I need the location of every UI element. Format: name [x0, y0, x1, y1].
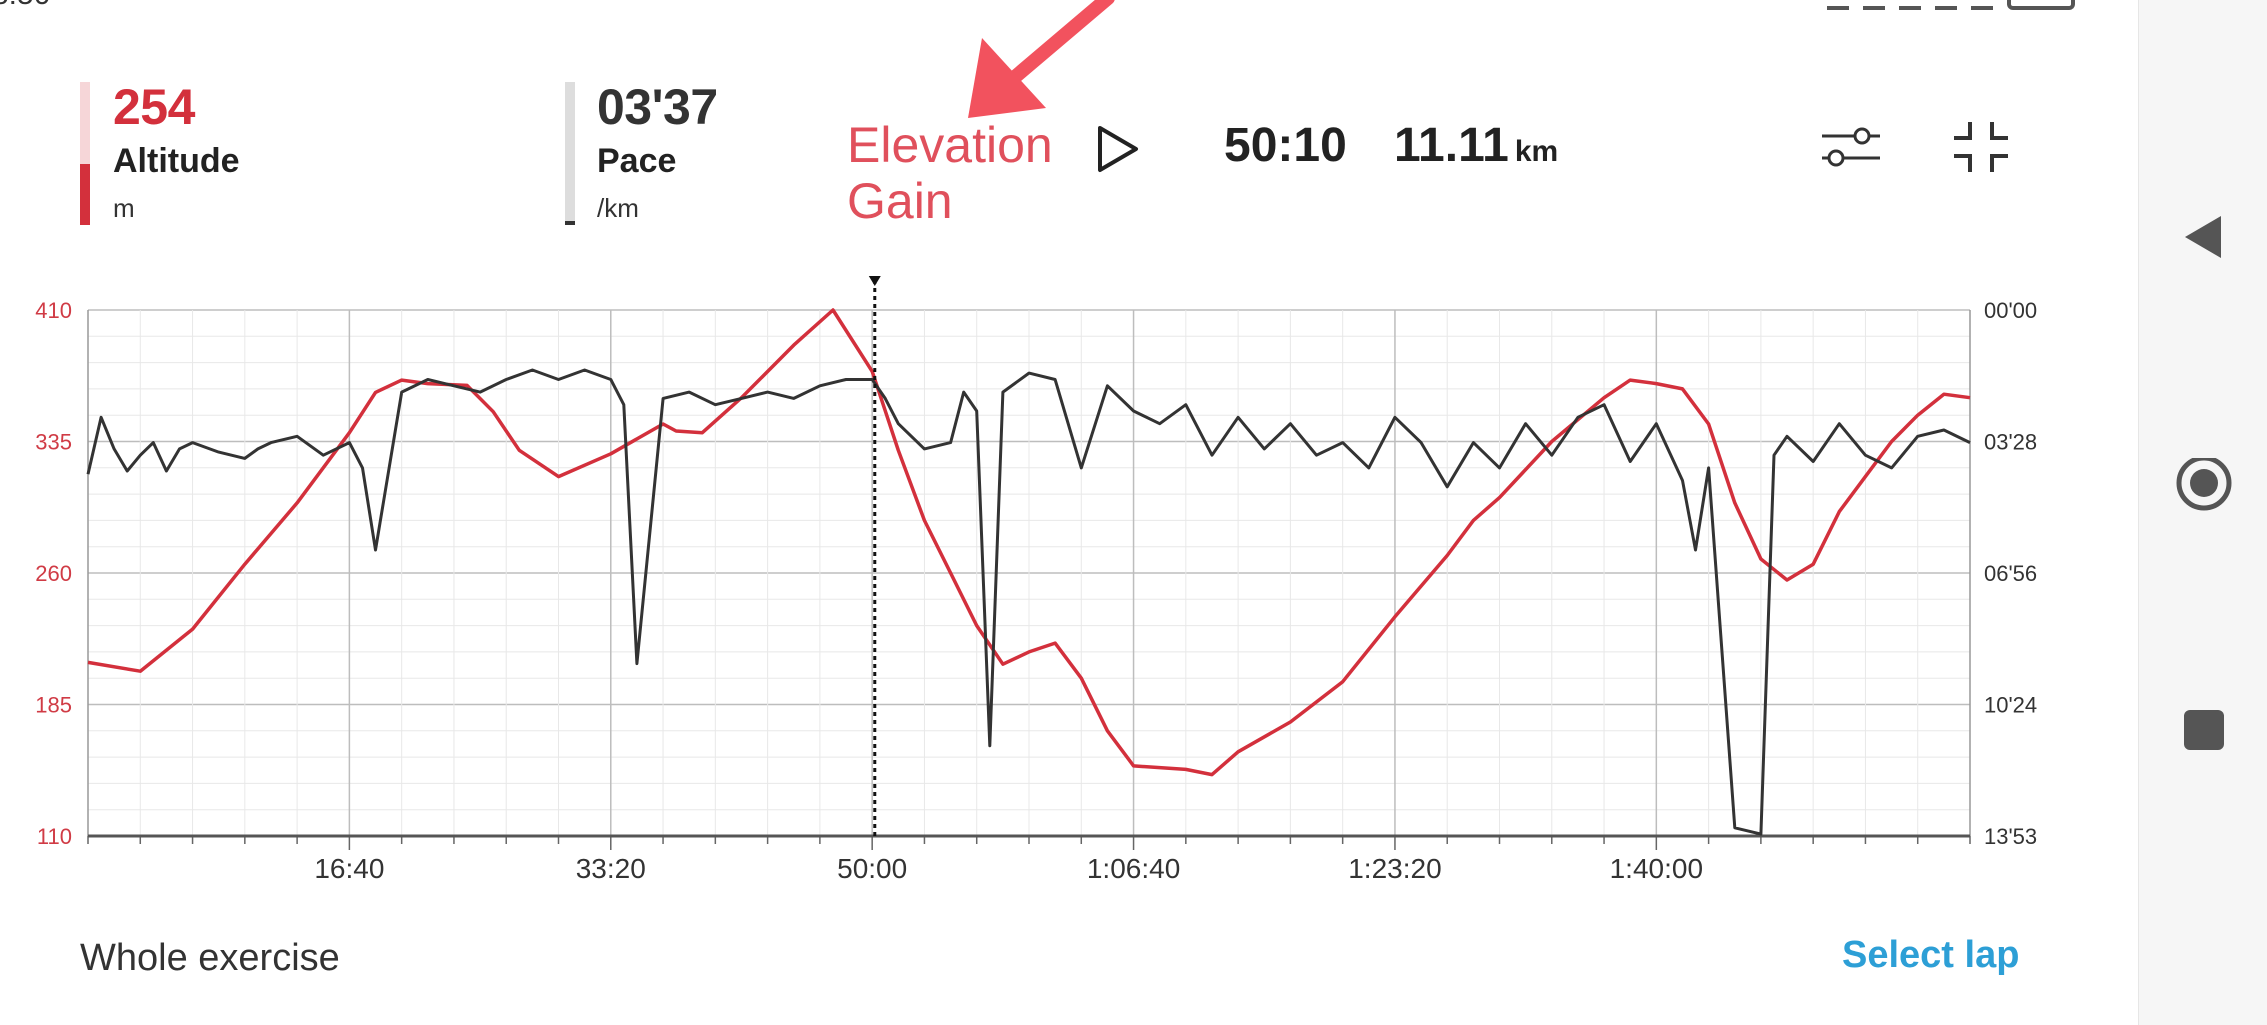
distance-display: 11.11 km [1394, 118, 1558, 173]
pace-value: 03'37 [597, 79, 718, 135]
annotation-arrow [968, 0, 1115, 118]
notification-icon [1827, 0, 1849, 10]
pace-tick-label: 03'28 [1984, 430, 2037, 455]
range-label: Whole exercise [80, 937, 340, 979]
distance-value: 11.11 [1394, 119, 1509, 172]
altitude-tick-label: 410 [35, 298, 72, 323]
annotation-line-2: Gain [847, 173, 953, 229]
back-triangle-icon [2185, 216, 2221, 258]
sliders-icon [1822, 127, 1880, 167]
vibrate-icon [1899, 0, 1921, 10]
battery-icon [2007, 0, 2075, 10]
time-tick-label: 33:20 [576, 853, 646, 880]
duration-value: 50:10 [1224, 119, 1347, 172]
exit-fullscreen-button[interactable] [1950, 118, 2012, 176]
time-tick-label: 1:23:20 [1348, 853, 1441, 880]
recents-square-icon [2184, 710, 2224, 750]
altitude-gauge [80, 82, 90, 225]
play-button[interactable] [1096, 124, 1140, 174]
pace-tick-label: 00'00 [1984, 298, 2037, 323]
status-bar: 8:50 [0, 0, 2130, 14]
pace-label: Pace [597, 142, 677, 180]
altitude-tick-label: 260 [35, 561, 72, 586]
collapse-icon [1954, 122, 2008, 172]
play-icon [1098, 126, 1138, 172]
distance-unit: km [1514, 135, 1559, 168]
status-icons [1827, 0, 2075, 10]
altitude-gauge-fill [80, 163, 90, 225]
altitude-value: 254 [113, 79, 195, 135]
select-lap-button[interactable]: Select lap [1842, 934, 2020, 976]
signal-icon [1935, 0, 1957, 10]
navigation-bar [2138, 0, 2267, 1025]
pace-unit: /km [597, 193, 639, 223]
annotation-line-1: Elevation [847, 117, 1053, 173]
home-button[interactable] [2176, 455, 2232, 511]
filter-button[interactable] [1820, 124, 1882, 170]
pace-gauge-fill [565, 220, 575, 225]
time-tick-label: 16:40 [314, 853, 384, 880]
altitude-tick-label: 110 [37, 824, 72, 849]
time-cursor-handle [868, 276, 881, 286]
altitude-pace-chart[interactable]: 410 335 260 185 110 00'00 03'28 06'56 10'24 13'53… [0, 260, 2060, 880]
status-time: 8:50 [0, 0, 50, 12]
altitude-unit: m [113, 193, 135, 223]
altitude-tick-label: 185 [35, 693, 72, 718]
time-tick-label: 1:40:00 [1610, 853, 1703, 880]
location-icon [1863, 0, 1885, 10]
altitude-label: Altitude [113, 142, 240, 180]
home-circle-icon [2176, 455, 2232, 511]
altitude-tick-label: 335 [35, 430, 72, 455]
pace-tick-label: 13'53 [1984, 824, 2037, 849]
pace-series-line [86, 368, 1971, 836]
time-tick-label: 1:06:40 [1087, 853, 1180, 880]
pace-tick-label: 06'56 [1984, 561, 2037, 586]
wifi-icon [1971, 0, 1993, 10]
time-tick-label: 50:00 [837, 853, 907, 880]
pace-tick-label: 10'24 [1984, 693, 2037, 718]
pace-gauge [565, 82, 575, 225]
elevation-gain-annotation: Elevation Gain [847, 117, 1053, 229]
recents-button[interactable] [2179, 705, 2229, 755]
back-button[interactable] [2179, 212, 2229, 262]
